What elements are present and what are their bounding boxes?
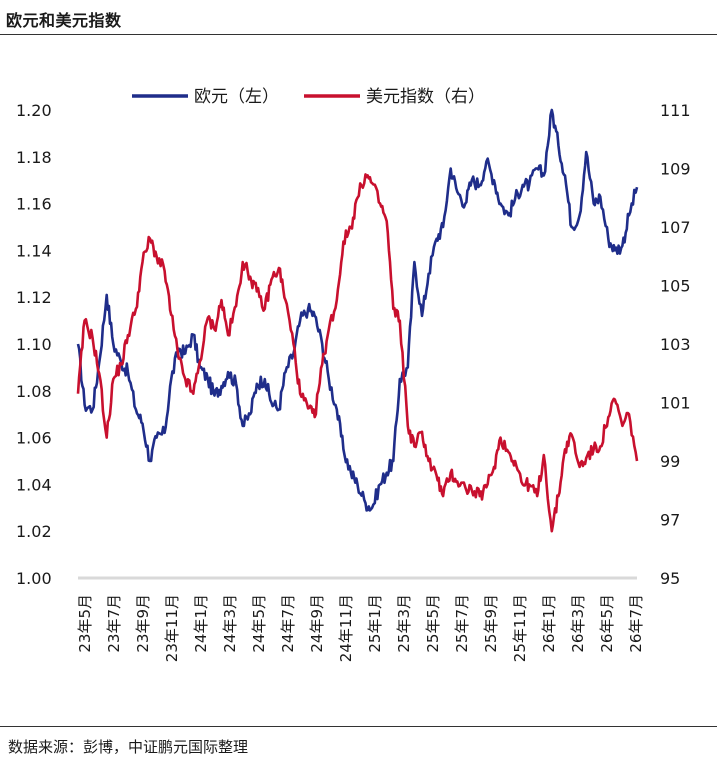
x-tick-label: 24年11月 [337, 594, 355, 662]
y-right-tick-label: 111 [660, 101, 691, 120]
axes: 1.00 1.02 1.04 1.06 1.08 1.10 1.12 1.14 1.16 1.18… [16, 101, 691, 662]
y-right-tick-label: 105 [660, 277, 691, 296]
y-left-tick-label: 1.10 [16, 335, 52, 354]
x-tick-label: 26年3月 [569, 594, 587, 653]
x-tick-label: 25年7月 [453, 594, 471, 653]
y-left-tick-label: 1.08 [16, 382, 52, 401]
x-tick-label: 26年7月 [627, 594, 645, 653]
source-note: 数据来源：彭博，中证鹏元国际整理 [8, 738, 249, 756]
x-tick-label: 24年1月 [192, 594, 210, 653]
y-left-tick-label: 1.00 [16, 569, 52, 588]
x-tick-label: 26年5月 [598, 594, 616, 653]
legend-label-dxy: 美元指数（右） [366, 87, 485, 107]
y-left-tick-label: 1.20 [16, 101, 52, 120]
x-tick-label: 23年9月 [134, 594, 152, 653]
series-lines [76, 108, 639, 533]
y-left-tick-label: 1.12 [16, 288, 52, 307]
x-tick-label: 25年5月 [424, 594, 442, 653]
x-tick-label: 25年3月 [395, 594, 413, 653]
x-tick-label: 25年9月 [482, 594, 500, 653]
y-left-tick-label: 1.02 [16, 522, 52, 541]
chart-title: 欧元和美元指数 [6, 11, 122, 30]
y-left-tick-label: 1.14 [16, 241, 52, 260]
x-tick-label: 23年7月 [105, 594, 123, 653]
y-left-tick-label: 1.06 [16, 429, 52, 448]
y-right-tick-label: 107 [660, 218, 691, 237]
y-left-tick-label: 1.18 [16, 148, 52, 167]
y-right-tick-label: 101 [660, 394, 691, 413]
header-rule [0, 34, 717, 35]
y-right-tick-label: 103 [660, 335, 691, 354]
y-right-tick-label: 99 [660, 452, 680, 471]
series-line-eur [76, 108, 639, 512]
x-tick-label: 23年5月 [76, 594, 94, 653]
y-left-tick-label: 1.16 [16, 195, 52, 214]
x-tick-label: 26年1月 [540, 594, 558, 653]
y-right-tick-label: 95 [660, 569, 680, 588]
x-tick-label: 24年9月 [308, 594, 326, 653]
series-line-dxy [76, 173, 639, 533]
y-left-tick-label: 1.04 [16, 475, 52, 494]
footer-rule [0, 726, 717, 727]
y-right-tick-label: 109 [660, 160, 691, 179]
x-tick-label: 25年1月 [366, 594, 384, 653]
legend: 欧元（左） 美元指数（右） [132, 87, 485, 107]
x-tick-label: 24年3月 [221, 594, 239, 653]
legend-label-eur: 欧元（左） [194, 87, 279, 107]
x-tick-label: 25年11月 [511, 594, 529, 662]
y-right-tick-label: 97 [660, 511, 680, 530]
x-tick-label: 24年7月 [279, 594, 297, 653]
x-tick-label: 24年5月 [250, 594, 268, 653]
x-tick-label: 23年11月 [163, 594, 181, 662]
